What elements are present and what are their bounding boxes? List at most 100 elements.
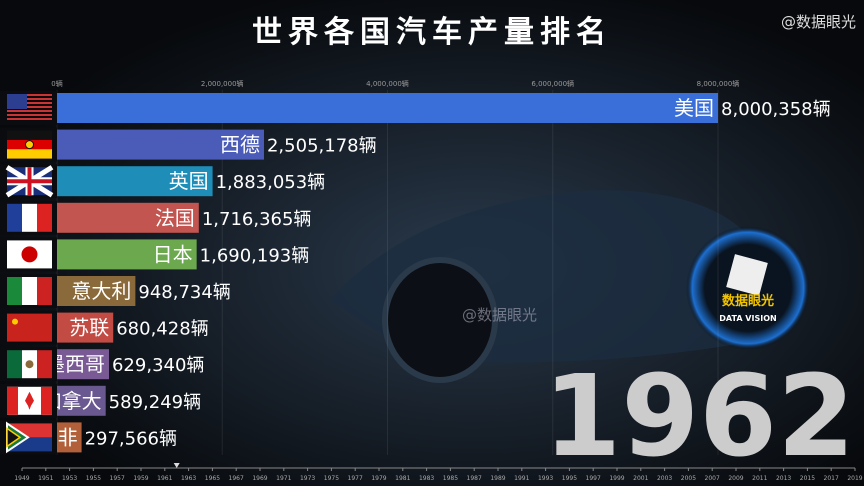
value-label: 589,249辆 — [109, 392, 201, 413]
value-label: 629,340辆 — [112, 355, 204, 376]
bar — [57, 239, 197, 270]
timeline-label: 1967 — [229, 475, 244, 482]
bar-category-label: 美国 — [674, 96, 714, 120]
logo-cube — [726, 254, 768, 296]
flag-band — [7, 350, 22, 379]
timeline-label: 2007 — [705, 475, 720, 482]
bar — [57, 166, 213, 197]
flag-canton — [7, 94, 27, 109]
bar — [57, 385, 106, 416]
bar — [57, 312, 114, 343]
watermark: @数据眼光 — [781, 13, 856, 31]
value-label: 1,716,365辆 — [202, 209, 312, 230]
flag-tri — [6, 426, 22, 448]
x-tick-label: 4,000,000辆 — [366, 79, 409, 88]
flag-band — [7, 149, 52, 159]
timeline-label: 1983 — [419, 475, 434, 482]
timeline-label: 1961 — [157, 475, 172, 482]
timeline-label: 2001 — [633, 475, 648, 482]
timeline-label: 2011 — [752, 475, 767, 482]
bar-category-label: 英国 — [169, 169, 209, 193]
bar-category-label: 法国 — [155, 206, 195, 230]
flag-band — [7, 203, 22, 232]
flag-band — [7, 130, 52, 140]
timeline-label: 2003 — [657, 475, 672, 482]
flag-stripe — [7, 94, 52, 96]
timeline-label: 2015 — [800, 475, 815, 482]
logo-subtitle: DATA VISION — [719, 314, 776, 323]
x-tick-label: 8,000,000辆 — [697, 79, 740, 88]
car-wheel — [382, 257, 498, 383]
timeline-label: 2017 — [824, 475, 839, 482]
x-tick-label: 2,000,000辆 — [201, 79, 244, 88]
flag-band — [37, 350, 52, 379]
timeline-label: 2009 — [728, 475, 743, 482]
flag-disc — [21, 246, 38, 263]
timeline-label: 1985 — [443, 475, 458, 482]
flag-emblem — [25, 360, 34, 369]
bar — [57, 202, 199, 233]
timeline-label: 1979 — [371, 475, 386, 482]
flag-stripe — [7, 114, 52, 116]
bar — [57, 129, 264, 160]
timeline-label: 1951 — [38, 475, 53, 482]
timeline-label: 1981 — [395, 475, 410, 482]
flag-band — [7, 277, 22, 305]
flag-band — [37, 203, 52, 232]
timeline-label: 1973 — [300, 475, 315, 482]
timeline-label: 1971 — [276, 475, 291, 482]
flag-stripe — [7, 98, 52, 100]
value-label: 8,000,358辆 — [721, 99, 831, 120]
timeline-label: 1955 — [86, 475, 101, 482]
timeline-label: 1999 — [609, 475, 624, 482]
value-label: 2,505,178辆 — [267, 136, 377, 157]
bar — [57, 349, 109, 380]
bar-category-label: 意大利 — [71, 279, 131, 303]
flag-emblem — [12, 318, 18, 325]
timeline-label: 1969 — [252, 475, 267, 482]
timeline-marker — [173, 463, 180, 468]
value-label: 1,883,053辆 — [216, 172, 326, 193]
timeline-label: 1989 — [490, 475, 505, 482]
flag-stripe — [7, 110, 52, 112]
flag-stripe — [7, 106, 52, 108]
timeline-label: 1949 — [14, 475, 29, 482]
timeline-label: 1993 — [538, 475, 553, 482]
timeline-label: 1975 — [324, 475, 339, 482]
flag-emblem — [25, 140, 34, 150]
watermark: @数据眼光 — [462, 306, 537, 324]
flag-stripe — [7, 102, 52, 104]
bar-category-label: 苏联 — [69, 316, 109, 340]
bar — [57, 276, 136, 306]
timeline-label: 1995 — [562, 475, 577, 482]
flag-band — [37, 277, 52, 305]
bar — [57, 93, 719, 123]
flag-stripe — [7, 118, 52, 120]
x-tick-label: 0辆 — [51, 79, 62, 88]
bar — [57, 422, 82, 453]
timeline-label: 1977 — [348, 475, 363, 482]
bar-category-label: 西德 — [220, 133, 260, 157]
timeline-label: 1965 — [205, 475, 220, 482]
chart-title: 世界各国汽车产量排名 — [252, 15, 612, 50]
value-label: 680,428辆 — [116, 319, 208, 340]
flag-band — [22, 203, 37, 232]
logo-name: 数据眼光 — [722, 293, 774, 309]
timeline-label: 2013 — [776, 475, 791, 482]
x-tick-label: 6,000,000辆 — [531, 79, 574, 88]
timeline-label: 2019 — [847, 475, 862, 482]
flag-field — [7, 313, 52, 342]
timeline-label: 1997 — [586, 475, 601, 482]
flag-cross — [7, 167, 52, 196]
flag-band — [7, 386, 18, 415]
flag-leaf — [25, 391, 34, 410]
timeline-label: 1953 — [62, 475, 77, 482]
bar-category-label: 日本 — [153, 242, 193, 266]
value-label: 1,690,193辆 — [200, 245, 310, 266]
timeline-label: 1991 — [514, 475, 529, 482]
timeline-label: 1957 — [110, 475, 125, 482]
year-label: 1962 — [543, 352, 855, 482]
flag-band — [41, 386, 52, 415]
